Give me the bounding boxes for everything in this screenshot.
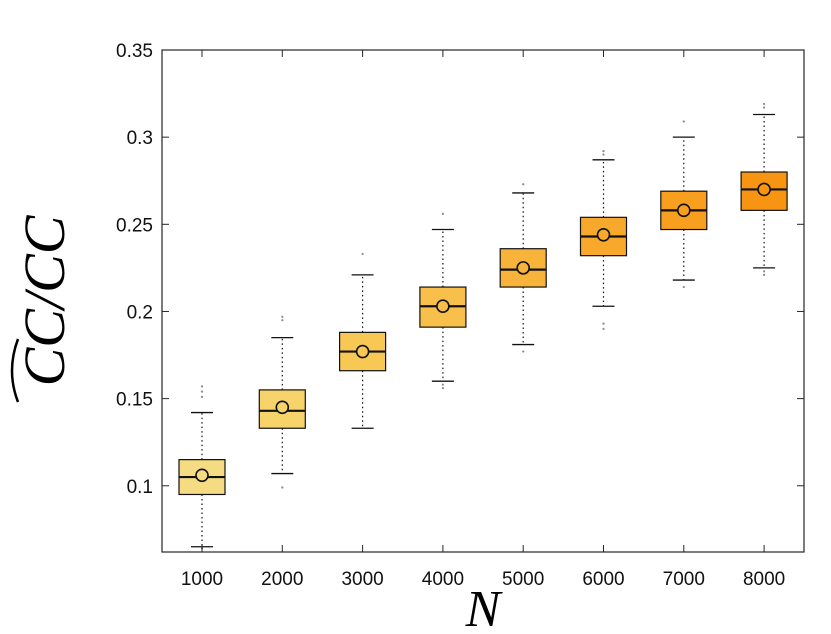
outlier-point	[682, 285, 685, 289]
y-axis-title: CC/CC	[12, 214, 77, 386]
box-iqr	[499, 248, 547, 288]
y-tick-label: 0.25	[116, 215, 153, 236]
outlier-point	[281, 486, 284, 489]
outlier-point	[602, 322, 605, 325]
outlier-point	[522, 183, 525, 186]
y-tick-label: 0.1	[127, 477, 153, 498]
y-tick-label: 0.3	[127, 128, 153, 149]
outlier-point	[602, 327, 605, 330]
mean-marker	[596, 227, 611, 242]
x-tick-label: 7000	[663, 569, 705, 590]
outlier-point	[281, 315, 284, 318]
box-3000	[339, 252, 387, 429]
y-tick-label: 0.2	[127, 302, 153, 323]
outlier-point	[763, 270, 766, 273]
outlier-point	[441, 387, 444, 390]
outlier-point	[200, 385, 204, 388]
y-tick-label: 0.35	[116, 41, 153, 62]
box-5000	[499, 183, 547, 353]
outlier-point	[682, 120, 685, 123]
outlier-point	[281, 319, 284, 322]
box-6000	[579, 149, 628, 330]
y-axis-title-group: CC/CC	[10, 214, 77, 403]
plot-frame	[161, 49, 805, 553]
x-tick-label: 4000	[422, 569, 464, 590]
x-tick-label: 5000	[502, 569, 544, 590]
box-8000	[740, 102, 788, 276]
outlier-point	[602, 149, 605, 153]
x-tick-label: 3000	[341, 569, 383, 590]
mean-marker	[195, 468, 209, 483]
outlier-point	[763, 273, 766, 276]
x-tick-label: 1000	[181, 569, 223, 590]
mean-marker	[436, 299, 450, 314]
outlier-point	[522, 350, 525, 353]
outlier-point	[361, 252, 364, 256]
mean-marker	[355, 344, 370, 359]
x-tick-label: 2000	[261, 569, 303, 590]
mean-marker	[757, 182, 771, 197]
outlier-point	[441, 212, 444, 215]
x-tick-label: 8000	[743, 569, 785, 590]
mean-marker	[516, 261, 531, 275]
outlier-point	[200, 390, 204, 393]
box-7000	[660, 120, 708, 289]
y-axis-title-hat	[10, 338, 20, 403]
box-2000	[258, 315, 306, 489]
box-4000	[419, 212, 467, 390]
box-1000	[178, 385, 226, 550]
outlier-point	[441, 383, 444, 386]
box-iqr	[740, 171, 788, 211]
x-axis-title: N	[465, 581, 504, 634]
outlier-point	[763, 102, 766, 106]
chart-marks	[178, 102, 788, 550]
mean-marker	[676, 203, 691, 218]
y-tick-label: 0.15	[116, 390, 153, 411]
x-tick-label: 6000	[582, 569, 624, 590]
outlier-point	[763, 106, 766, 109]
chart-axes: 0.1 0.15 0.2 0.25 0.3 0.35 1000 2000 3000 4000 500…	[10, 41, 805, 634]
mean-marker	[275, 400, 290, 415]
outlier-point	[602, 153, 605, 156]
outlier-point	[200, 395, 204, 398]
